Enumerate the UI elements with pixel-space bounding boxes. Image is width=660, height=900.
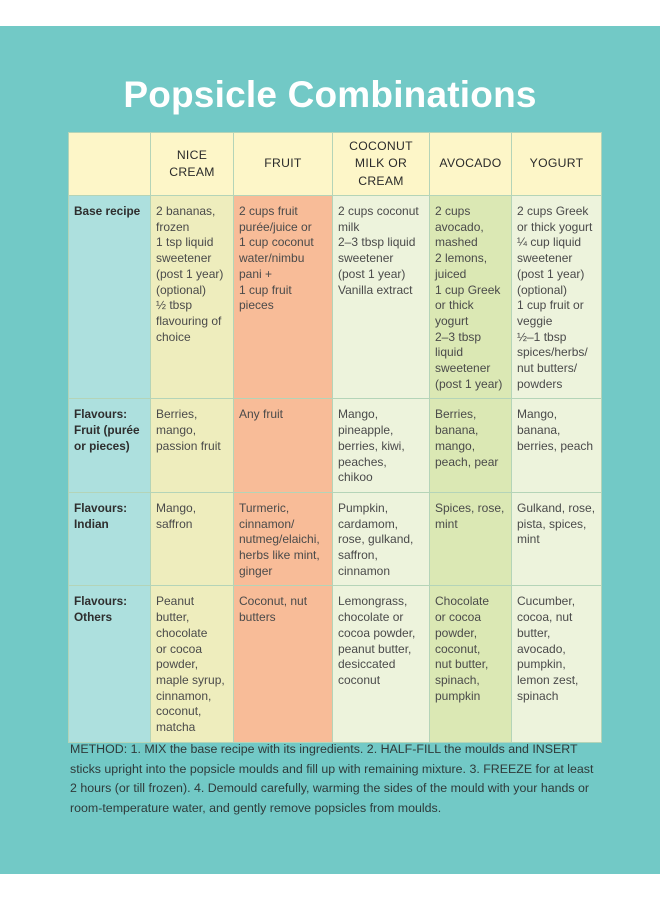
cell-fruit: Any fruit	[233, 398, 333, 493]
header-fruit: FRUIT	[233, 132, 333, 196]
cell-fruit: Coconut, nut butters	[233, 585, 333, 744]
cell-avocado: Berries, banana, mango, peach, pear	[429, 398, 512, 493]
page-background: Popsicle Combinations NICE CREAM FRUIT C…	[0, 26, 660, 874]
method-text: METHOD: 1. MIX the base recipe with its …	[70, 742, 594, 815]
cell-yogurt: Mango, banana, berries, peach	[511, 398, 602, 493]
cell-avocado: 2 cups avocado, mashed 2 lemons, juiced …	[429, 194, 512, 400]
table-row-fruit: Flavours: Fruit (purée or pieces) Berrie…	[68, 398, 602, 493]
table-row-others: Flavours: Others Peanut butter, chocolat…	[68, 585, 602, 744]
row-label: Flavours: Fruit (purée or pieces)	[68, 398, 151, 493]
header-avocado: AVOCADO	[429, 132, 512, 196]
cell-yogurt: Gulkand, rose, pista, spices, mint	[511, 491, 602, 587]
header-row: NICE CREAM FRUIT COCONUT MILK OR CREAM A…	[68, 132, 602, 196]
row-label: Flavours: Indian	[68, 491, 151, 587]
cell-avocado: Spices, rose, mint	[429, 491, 512, 587]
cell-fruit: Turmeric, cinnamon/ nutmeg/elaichi, herb…	[233, 491, 333, 587]
row-label: Flavours: Others	[68, 585, 151, 744]
cell-coconut: Mango, pineapple, berries, kiwi, peaches…	[332, 398, 430, 493]
cell-nice-cream: 2 bananas, frozen 1 tsp liquid sweetener…	[150, 194, 234, 400]
header-empty	[68, 132, 151, 196]
cell-coconut: 2 cups coconut milk 2–3 tbsp liquid swee…	[332, 194, 430, 400]
combinations-table: NICE CREAM FRUIT COCONUT MILK OR CREAM A…	[68, 132, 602, 744]
row-label: Base recipe	[68, 194, 151, 400]
cell-yogurt: Cucumber, cocoa, nut butter, avocado, pu…	[511, 585, 602, 744]
cell-yogurt: 2 cups Greek or thick yogurt ¼ cup liqui…	[511, 194, 602, 400]
page-title: Popsicle Combinations	[123, 74, 537, 115]
cell-coconut: Lemongrass, chocolate or cocoa powder, p…	[332, 585, 430, 744]
cell-nice-cream: Berries, mango, passion fruit	[150, 398, 234, 493]
header-yogurt: YOGURT	[511, 132, 602, 196]
header-coconut: COCONUT MILK OR CREAM	[332, 132, 430, 196]
table-row-indian: Flavours: Indian Mango, saffron Turmeric…	[68, 491, 602, 587]
cell-coconut: Pumpkin, cardamom, rose, gulkand, saffro…	[332, 491, 430, 587]
table-row-base-recipe: Base recipe 2 bananas, frozen 1 tsp liqu…	[68, 194, 602, 400]
cell-nice-cream: Peanut butter, chocolate or cocoa powder…	[150, 585, 234, 744]
cell-avocado: Chocolate or cocoa powder, coconut, nut …	[429, 585, 512, 744]
cell-nice-cream: Mango, saffron	[150, 491, 234, 587]
cell-fruit: 2 cups fruit purée/juice or 1 cup coconu…	[233, 194, 333, 400]
header-nice-cream: NICE CREAM	[150, 132, 234, 196]
